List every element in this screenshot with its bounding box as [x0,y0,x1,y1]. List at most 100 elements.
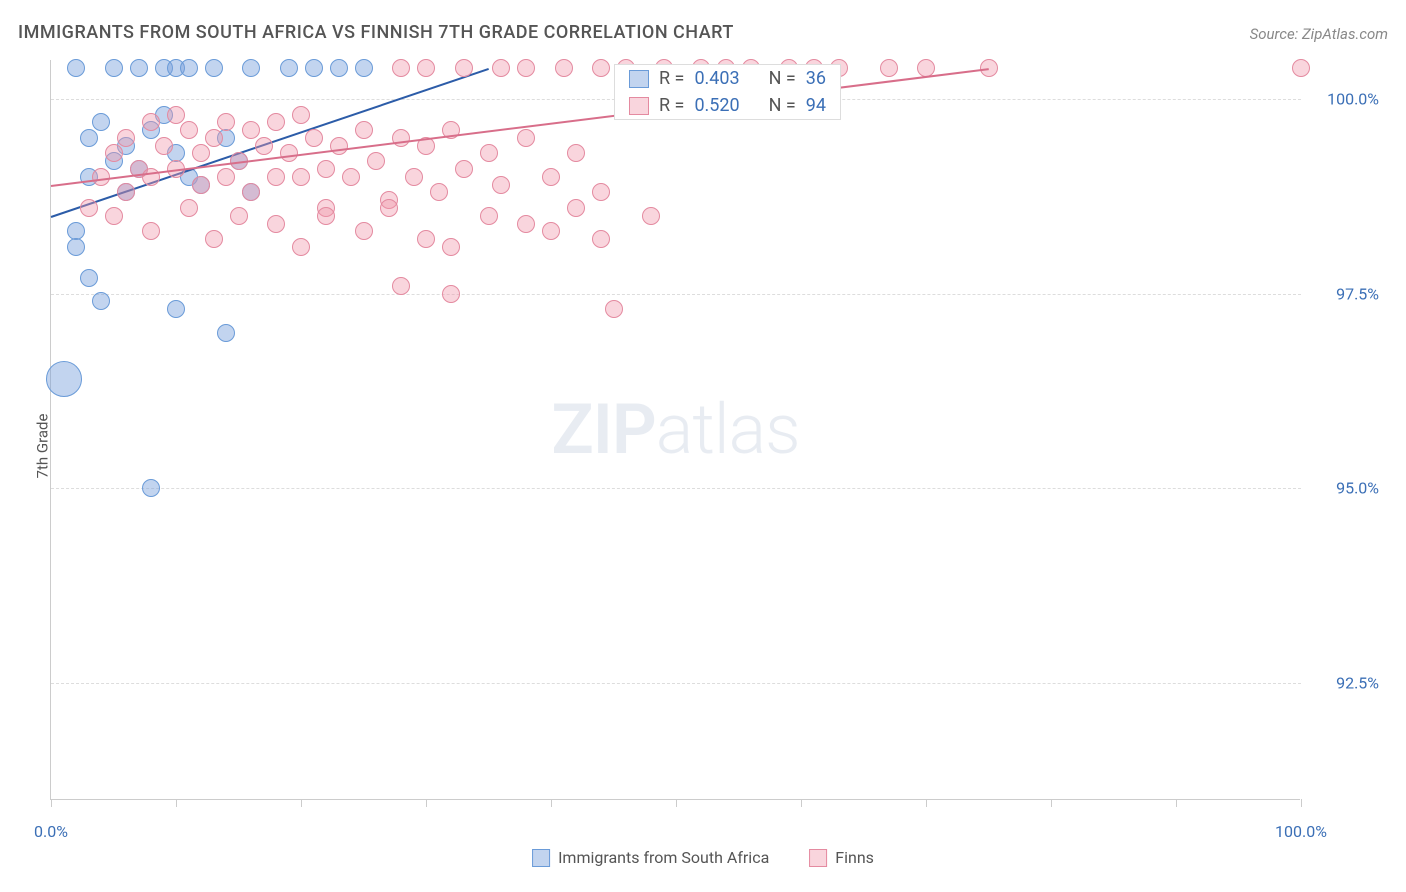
scatter-point [205,59,223,77]
scatter-point [130,59,148,77]
scatter-point [117,183,135,201]
scatter-point [280,144,298,162]
legend-item: Immigrants from South Africa [532,848,769,867]
scatter-point [380,199,398,217]
scatter-point [117,129,135,147]
legend-label: Finns [835,848,874,867]
scatter-point [180,121,198,139]
scatter-point [80,129,98,147]
y-axis-label: 7th Grade [33,414,51,479]
scatter-point [880,59,898,77]
scatter-point [480,207,498,225]
source-attribution: Source: ZipAtlas.com [1250,25,1388,43]
scatter-point [542,222,560,240]
stat-row: R = 0.403 N = 36 [615,65,840,92]
scatter-point [255,137,273,155]
scatter-point [105,207,123,225]
gridline-y [51,683,1301,684]
scatter-point [205,230,223,248]
chart-title: IMMIGRANTS FROM SOUTH AFRICA VS FINNISH … [18,22,734,43]
gridline-y [51,294,1301,295]
stat-row: R = 0.520 N = 94 [615,92,840,119]
scatter-point [267,168,285,186]
scatter-point [292,238,310,256]
scatter-point [517,129,535,147]
r-prefix: R = [659,68,684,89]
scatter-point [555,59,573,77]
scatter-point [155,137,173,155]
legend-swatch [629,70,649,88]
plot-area: ZIPatlas 100.0%97.5%95.0%92.5%0.0%100.0%… [50,60,1300,800]
watermark: ZIPatlas [551,389,799,471]
scatter-point [480,144,498,162]
xtick [801,799,802,807]
scatter-point [105,59,123,77]
scatter-point [517,59,535,77]
scatter-point [292,168,310,186]
scatter-point [192,176,210,194]
scatter-point [592,183,610,201]
legend-swatch [532,849,550,867]
xtick [926,799,927,807]
scatter-point [442,238,460,256]
xtick [301,799,302,807]
xtick-label: 0.0% [34,822,68,841]
legend-label: Immigrants from South Africa [558,848,769,867]
ytick-label: 100.0% [1309,89,1379,108]
scatter-point [317,160,335,178]
scatter-point [217,168,235,186]
xtick [426,799,427,807]
scatter-point [105,144,123,162]
source-name: ZipAtlas.com [1302,25,1388,43]
scatter-point [442,285,460,303]
scatter-point [605,300,623,318]
n-prefix: N = [769,68,796,89]
bottom-legend: Immigrants from South Africa Finns [532,848,874,867]
scatter-point [542,168,560,186]
scatter-point [217,324,235,342]
scatter-point [230,207,248,225]
gridline-y [51,488,1301,489]
xtick-label: 100.0% [1275,822,1327,841]
n-value: 94 [806,95,826,116]
ytick-label: 92.5% [1309,674,1379,693]
scatter-point [280,59,298,77]
scatter-point [392,59,410,77]
watermark-bold: ZIP [551,389,655,471]
scatter-point [355,59,373,77]
xtick [1301,799,1302,807]
xtick [1176,799,1177,807]
n-value: 36 [806,68,826,89]
scatter-point [305,59,323,77]
scatter-point [642,207,660,225]
scatter-point [205,129,223,147]
plot-wrap: ZIPatlas 100.0%97.5%95.0%92.5%0.0%100.0%… [50,60,1378,800]
scatter-point [267,215,285,233]
scatter-point [80,199,98,217]
scatter-point [92,292,110,310]
r-value: 0.520 [694,95,739,116]
scatter-point [342,168,360,186]
scatter-point [46,361,82,397]
ytick-label: 97.5% [1309,284,1379,303]
scatter-point [142,113,160,131]
title-bar: IMMIGRANTS FROM SOUTH AFRICA VS FINNISH … [18,22,1388,43]
scatter-point [592,59,610,77]
scatter-point [405,168,423,186]
scatter-point [92,113,110,131]
source-prefix: Source: [1250,25,1302,43]
xtick [176,799,177,807]
watermark-light: atlas [656,389,800,471]
scatter-point [355,222,373,240]
scatter-point [492,176,510,194]
scatter-point [430,183,448,201]
ytick-label: 95.0% [1309,479,1379,498]
scatter-point [567,144,585,162]
correlation-stat-box: R = 0.403 N = 36R = 0.520 N = 94 [614,64,841,120]
scatter-point [142,222,160,240]
scatter-point [242,183,260,201]
scatter-point [592,230,610,248]
scatter-point [192,144,210,162]
n-prefix: N = [769,95,796,116]
scatter-point [455,160,473,178]
